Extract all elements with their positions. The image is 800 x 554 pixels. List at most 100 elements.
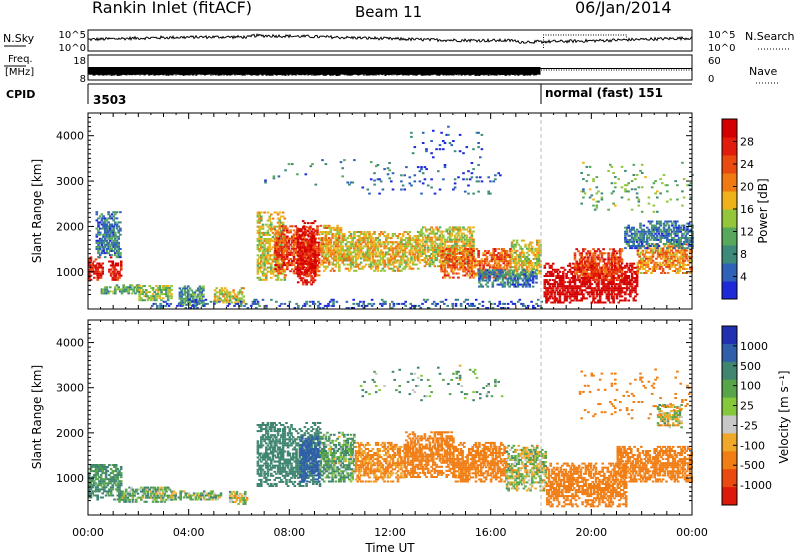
power-cell — [188, 295, 192, 298]
power-cell — [524, 264, 527, 267]
power-cell — [223, 293, 227, 296]
power-cell — [391, 247, 395, 250]
power-cell — [88, 274, 91, 277]
power-cell — [482, 268, 485, 271]
power-cell — [588, 260, 592, 263]
power-cell — [274, 258, 277, 260]
power-cell — [416, 237, 420, 240]
power-cell — [351, 255, 354, 258]
power-cell — [625, 277, 629, 279]
power-cell — [667, 226, 671, 229]
count-panel: N.Sky 10^5 10^0 10^5 10^0 N.Search — [3, 29, 795, 54]
power-cell — [602, 274, 605, 277]
power-cell — [504, 264, 507, 267]
power-cell — [336, 224, 339, 227]
power-cell — [647, 228, 651, 231]
power-cell — [671, 253, 675, 256]
power-cell — [531, 275, 535, 278]
power-cell — [567, 277, 570, 279]
power-cell — [380, 249, 383, 252]
power-cell — [682, 247, 686, 250]
power-cell — [348, 259, 351, 262]
power-cell — [685, 249, 688, 252]
power-cell — [326, 251, 329, 254]
power-cell — [598, 293, 602, 296]
power-cell — [321, 251, 324, 254]
power-cell — [421, 232, 425, 235]
power-cell — [460, 266, 464, 269]
power-cell — [630, 283, 634, 286]
power-cell — [481, 285, 484, 288]
power-cell — [687, 230, 691, 233]
power-cell — [669, 234, 672, 237]
power-cell — [107, 227, 110, 230]
power-cell — [411, 239, 415, 242]
power-cell — [278, 244, 281, 247]
power-cell — [595, 283, 599, 286]
power-cell — [151, 287, 155, 289]
power-cell — [592, 299, 595, 302]
power-cell — [468, 228, 472, 231]
power-cell — [450, 258, 453, 261]
power-cell — [677, 238, 681, 241]
power-cell — [681, 236, 684, 239]
power-cell — [550, 275, 553, 277]
power-cell — [141, 299, 145, 302]
power-cell — [460, 238, 464, 241]
power-cell — [334, 251, 338, 254]
power-cell — [405, 243, 408, 246]
power-cell — [368, 255, 371, 258]
power-cell — [455, 264, 458, 267]
power-cell — [268, 250, 271, 253]
power-cell — [619, 283, 622, 286]
power-cell — [545, 275, 548, 277]
power-cell — [258, 215, 261, 218]
power-cell — [645, 238, 649, 241]
power-cell — [358, 231, 361, 233]
power-cell — [629, 245, 632, 247]
power-cell — [265, 272, 268, 275]
power-cell — [326, 257, 329, 260]
power-cell — [103, 231, 107, 234]
power-cell — [183, 299, 187, 302]
power-cell — [685, 272, 688, 274]
power-cell — [625, 275, 629, 277]
power-cell — [314, 245, 318, 248]
power-cell — [301, 232, 305, 235]
power-cell — [276, 229, 280, 232]
power-cell — [263, 246, 266, 249]
power-cell — [430, 248, 433, 251]
power-cell — [575, 287, 578, 290]
power-cell — [645, 249, 648, 252]
power-cell — [258, 221, 261, 224]
power-cell — [632, 228, 635, 231]
power-cell — [473, 266, 477, 269]
power-cell — [610, 289, 614, 292]
power-cell — [577, 264, 580, 267]
power-cell — [354, 265, 358, 268]
power-cell — [116, 264, 120, 267]
power-cell — [675, 251, 678, 254]
power-cell — [528, 285, 531, 288]
power-cell — [595, 301, 599, 304]
power-cell — [400, 245, 403, 248]
power-cell — [647, 243, 651, 245]
power-cell — [475, 248, 479, 250]
power-cell — [600, 268, 604, 271]
power-cell — [268, 256, 271, 259]
power-cell — [334, 255, 338, 258]
power-cell — [642, 232, 646, 235]
power-cell — [624, 283, 627, 286]
power-cell — [291, 239, 294, 242]
power-cell — [346, 255, 349, 258]
power-cell — [530, 249, 534, 252]
power-cell — [93, 266, 96, 269]
power-cell — [274, 233, 277, 236]
power-cell — [536, 243, 539, 246]
power-cell — [663, 253, 667, 256]
power-cell — [453, 264, 457, 267]
power-cell — [655, 220, 659, 223]
power-cell — [563, 268, 567, 271]
power-cell — [587, 281, 590, 284]
power-cell — [307, 258, 310, 261]
